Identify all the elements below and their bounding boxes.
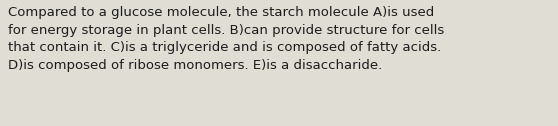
Text: Compared to a glucose molecule, the starch molecule A)is used
for energy storage: Compared to a glucose molecule, the star… [8, 6, 445, 72]
